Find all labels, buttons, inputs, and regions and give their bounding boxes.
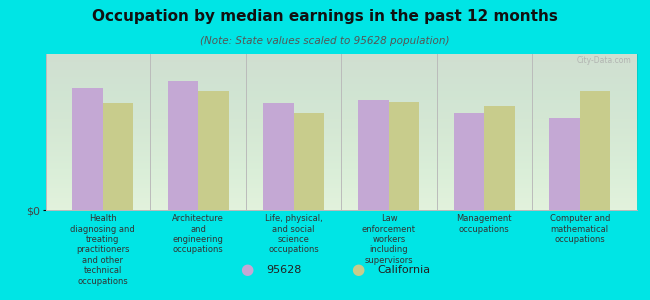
Text: (Note: State values scaled to 95628 population): (Note: State values scaled to 95628 popu… <box>200 36 450 46</box>
Text: ●: ● <box>351 262 364 278</box>
Text: Occupation by median earnings in the past 12 months: Occupation by median earnings in the pas… <box>92 9 558 24</box>
Bar <box>72 88 103 210</box>
Bar <box>484 106 515 210</box>
Bar <box>580 91 610 210</box>
Bar <box>294 113 324 210</box>
Bar <box>103 103 133 210</box>
Text: City-Data.com: City-Data.com <box>577 56 631 64</box>
Bar <box>549 118 580 210</box>
Text: ●: ● <box>240 262 254 278</box>
Bar <box>168 81 198 210</box>
Bar <box>198 91 229 210</box>
Bar <box>263 103 294 210</box>
Bar <box>358 100 389 210</box>
Bar <box>389 101 419 210</box>
Text: 95628: 95628 <box>266 265 302 275</box>
Bar <box>454 113 484 210</box>
Text: California: California <box>377 265 430 275</box>
